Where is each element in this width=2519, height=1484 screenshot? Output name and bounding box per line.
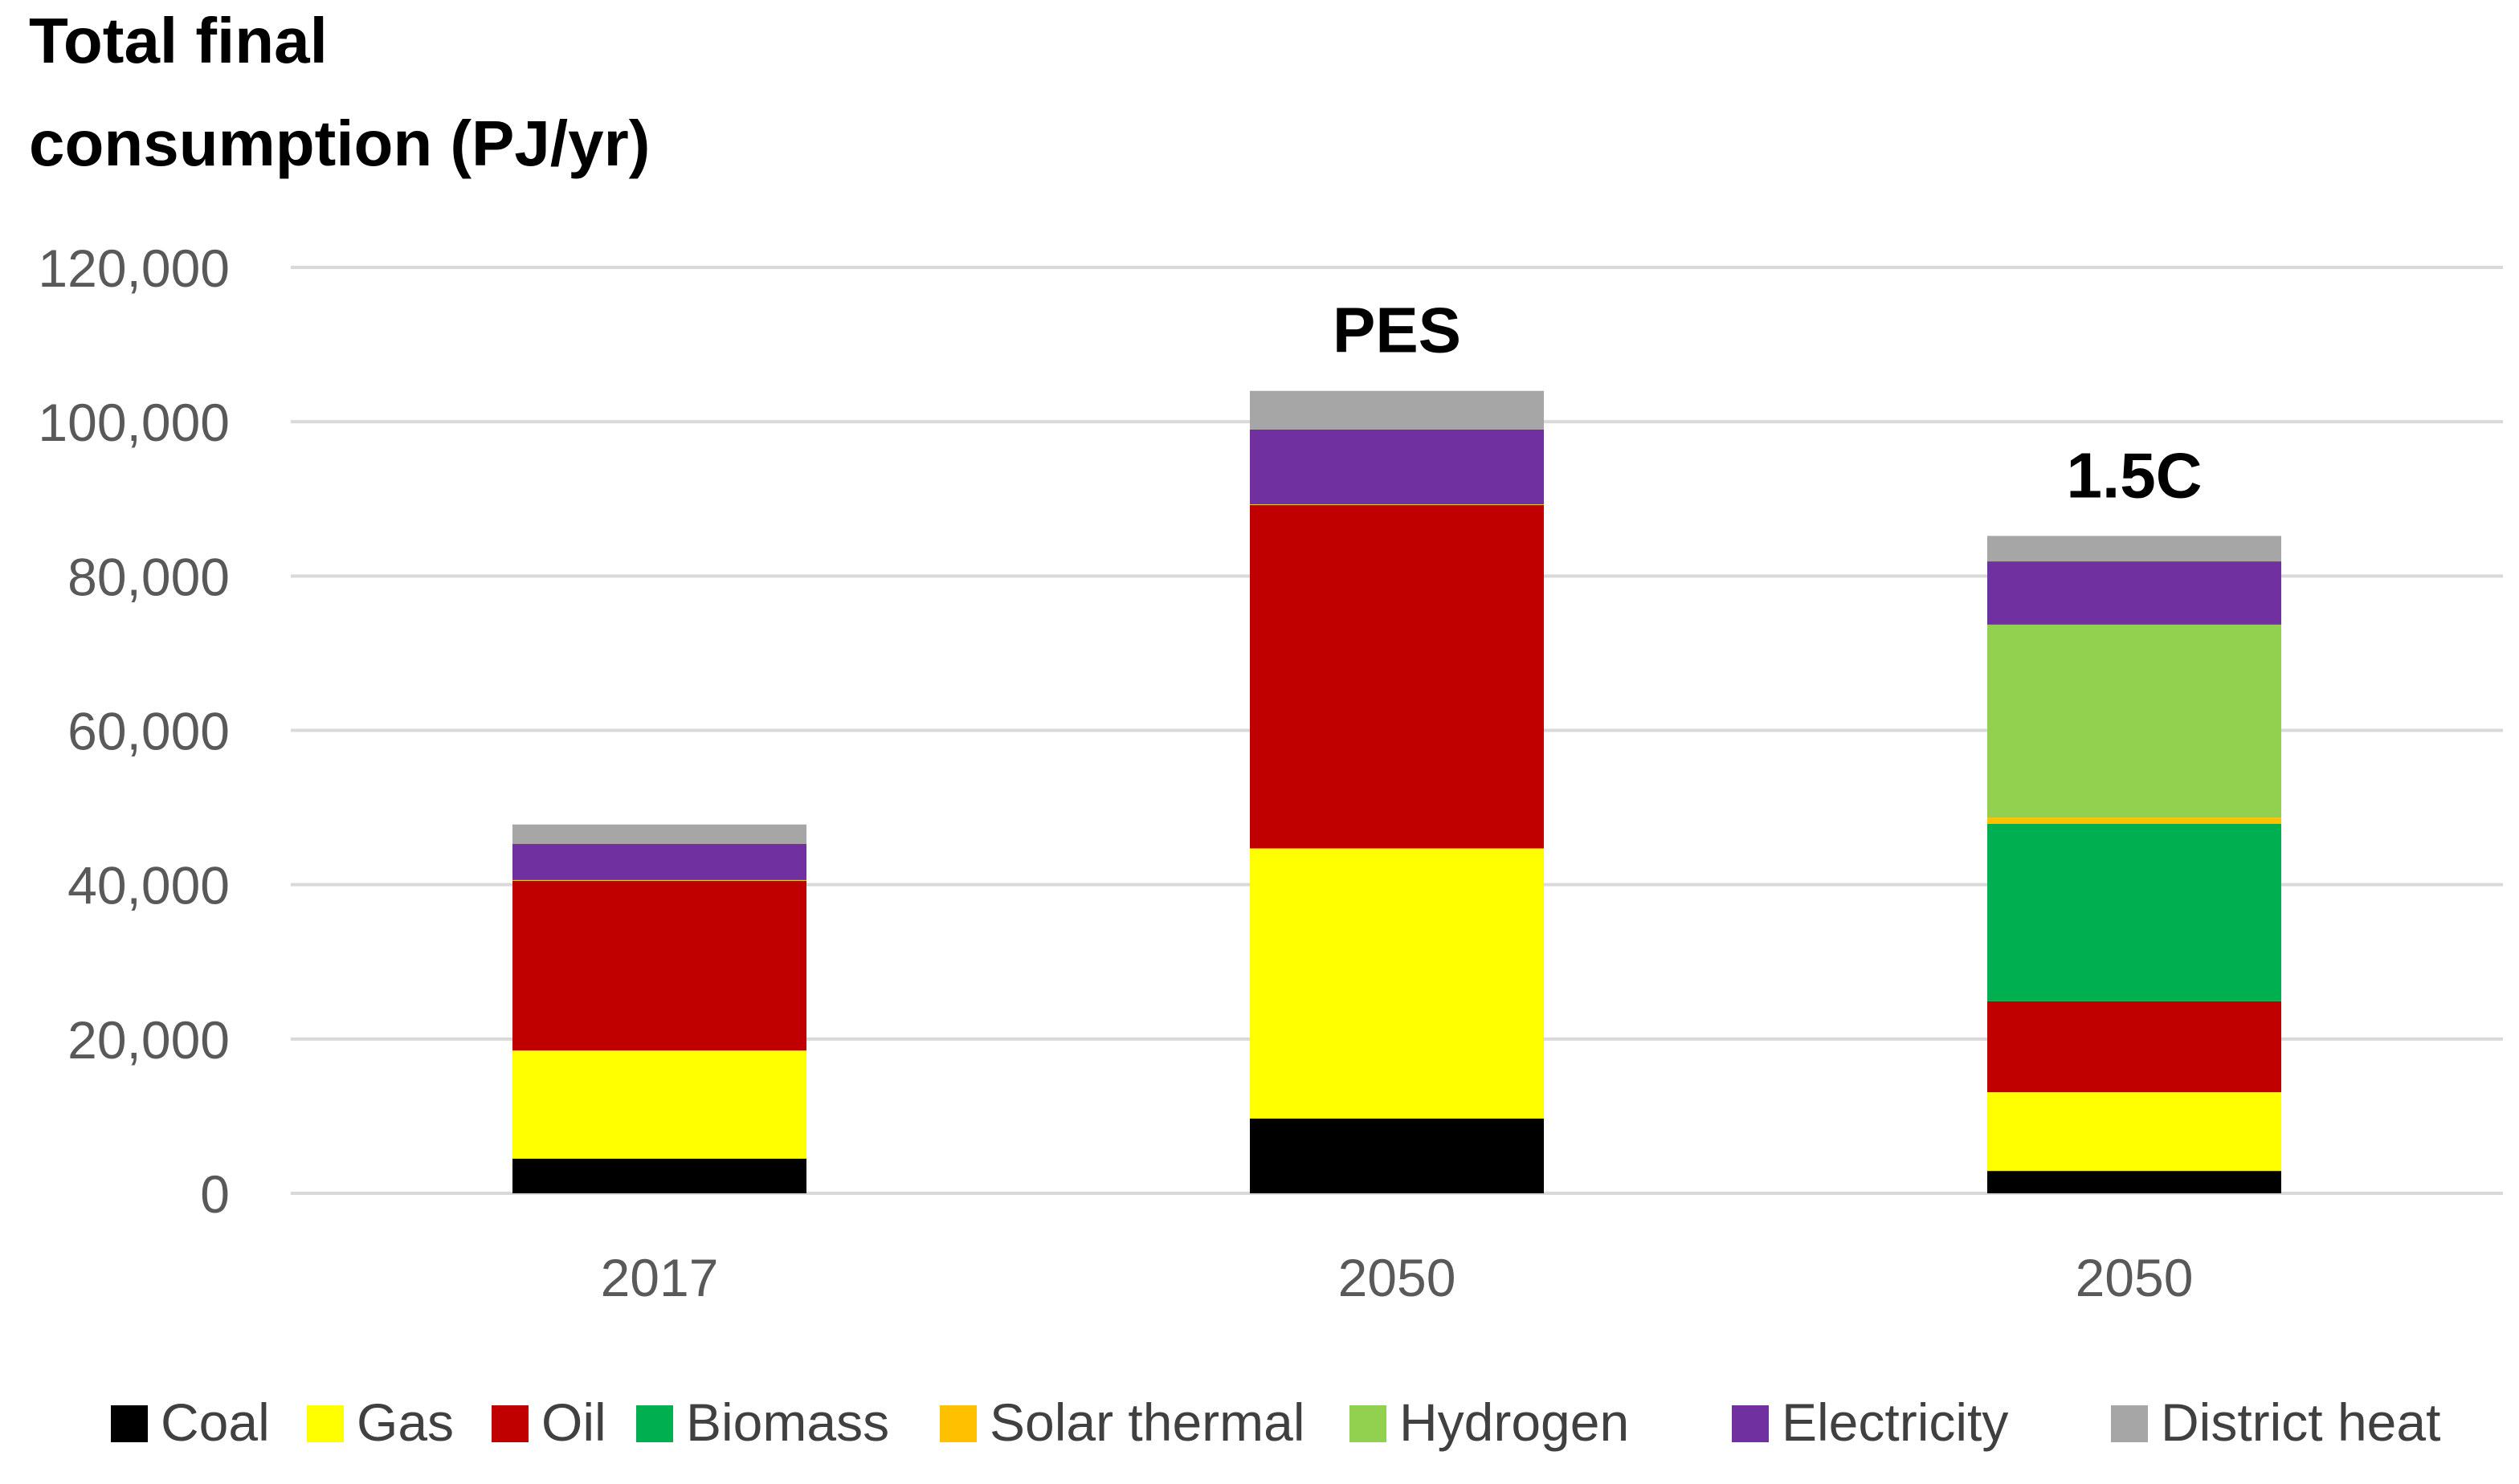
legend-swatch [307,1405,344,1442]
y-tick-label: 40,000 [67,856,230,915]
legend-swatch [111,1405,148,1442]
bar-annotations: PES 1.5C [1333,295,2203,512]
y-tick-label: 100,000 [38,393,230,452]
legend-label: District heat [2161,1392,2440,1452]
bar-segment-hydrogen [1987,624,2281,818]
legend-label: Coal [161,1392,270,1452]
legend-label: Gas [357,1392,454,1452]
bar-segment-biomass [1987,823,2281,1001]
legend-label: Solar thermal [990,1392,1305,1452]
bar-segment-gas [1250,848,1544,1119]
bar-segment-electricity [1250,429,1544,504]
legend: Coal Gas Oil Biomass Solar thermal Hydrogen El… [111,1392,2440,1452]
y-tick-label: 20,000 [67,1010,230,1070]
legend-swatch [1732,1405,1769,1442]
bar-segment-oil [512,880,806,1051]
bar-segment-district-heat [512,824,806,844]
legend-label: Electricity [1782,1392,2008,1452]
legend-swatch [636,1405,673,1442]
bar-segment-solar-thermal [512,879,806,881]
y-tick-label: 120,000 [38,238,230,298]
y-tick-label: 0 [200,1164,230,1224]
legend-label: Hydrogen [1399,1392,1629,1452]
bar-segment-solar-thermal [1987,817,2281,824]
y-tick-label: 60,000 [67,702,230,761]
bar-segment-electricity [1987,561,2281,625]
x-axis-ticks: 2017 2050 2050 [601,1248,2194,1307]
x-tick-label: 2050 [1338,1248,1456,1307]
legend-label: Biomass [686,1392,889,1452]
legend-swatch [1349,1405,1386,1442]
legend-label: Oil [541,1392,606,1452]
bar-segment-coal [1250,1118,1544,1193]
bar-segment-electricity [512,843,806,880]
bar-segment-oil [1250,504,1544,849]
bar-segment-district-heat [1987,536,2281,562]
bar-segment-oil [1987,1001,2281,1093]
chart-title-line-2: consumption (PJ/yr) [29,108,650,179]
legend-swatch [492,1405,529,1442]
legend-swatch [2111,1405,2148,1442]
legend-swatch [940,1405,977,1442]
bar-segment-coal [512,1158,806,1193]
bar-segment-district-heat [1250,390,1544,430]
bar-segment-coal [1987,1171,2281,1193]
bar-segment-gas [512,1050,806,1159]
x-tick-label: 2050 [2076,1248,2194,1307]
bar-segment-gas [1987,1092,2281,1172]
bars [512,390,2281,1193]
chart-title-line-1: Total final [29,5,328,76]
y-axis-ticks: 0 20,000 40,000 60,000 80,000 100,000 120,000 [38,238,230,1224]
bar-annotation-label: PES [1333,295,1461,366]
bar-annotation-label: 1.5C [2067,439,2203,511]
x-tick-label: 2017 [601,1248,719,1307]
bar-segment-solar-thermal [1250,503,1544,505]
y-tick-label: 80,000 [67,547,230,606]
